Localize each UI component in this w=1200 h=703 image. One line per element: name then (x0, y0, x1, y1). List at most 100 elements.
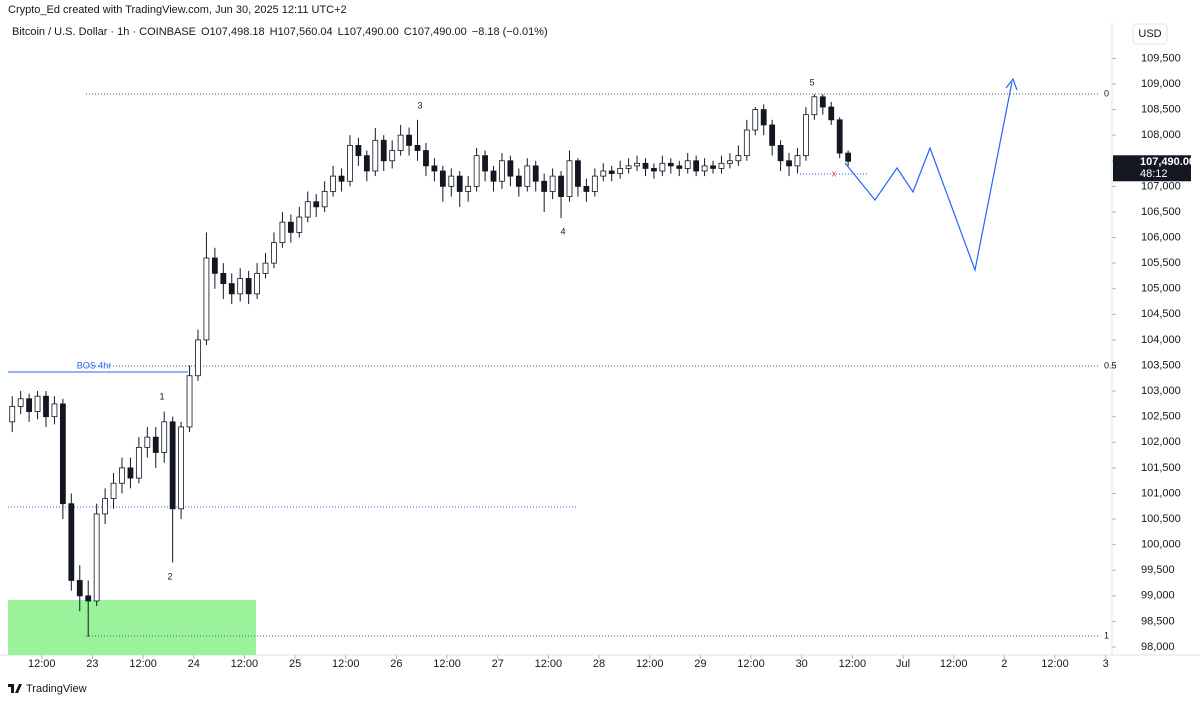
demand-zone (8, 600, 256, 655)
candle-body (431, 165, 438, 172)
ohlc-value: −8.18 (−0.01%) (472, 26, 548, 38)
candle-body (710, 165, 716, 169)
candle-body (803, 114, 809, 157)
candle-body (85, 595, 92, 602)
candle-body (752, 109, 759, 131)
x-tick-label: 27 (492, 658, 504, 670)
fib-label: 0.5 (1104, 360, 1117, 370)
candle-body (17, 398, 24, 407)
candle-body (769, 124, 776, 146)
x-tick-label: 30 (796, 658, 808, 670)
x-tick-label: 12:00 (839, 658, 867, 670)
candle-body (439, 170, 446, 187)
x-tick-label: 12:00 (28, 658, 56, 670)
x-tick-label: 12:00 (1041, 658, 1069, 670)
candle-body (507, 160, 514, 177)
x-tick-label: 12:00 (332, 658, 360, 670)
x-tick-label: 12:00 (940, 658, 968, 670)
candle-body (9, 406, 16, 423)
currency-box[interactable] (1132, 23, 1168, 45)
candle-body (651, 168, 657, 172)
bos-label: BOS 4hr (77, 360, 112, 370)
y-tick-label: 107,000 (1141, 180, 1181, 192)
x-tick-label: 29 (694, 658, 706, 670)
candle-body (245, 278, 252, 295)
y-tick-label: 102,500 (1141, 411, 1181, 423)
candle-body (659, 162, 666, 172)
candle-body (102, 498, 109, 515)
candle-body (591, 175, 598, 192)
candle-body (195, 339, 201, 377)
candle-body (363, 155, 370, 172)
y-tick-label: 103,000 (1141, 385, 1181, 397)
ohlc-value: O107,498.18 (201, 26, 265, 38)
candle-body (76, 580, 83, 597)
candle-body (634, 162, 640, 167)
candle-body (777, 145, 784, 162)
candle-body (811, 96, 818, 116)
candle-body (549, 175, 556, 192)
x-tick-label: 12:00 (636, 658, 664, 670)
candle-body (372, 139, 379, 172)
candle-body (693, 160, 700, 172)
y-tick-label: 101,000 (1141, 487, 1181, 499)
wave-label: 1 (159, 391, 164, 401)
x-tick-label: 12:00 (737, 658, 765, 670)
y-tick-label: 109,500 (1141, 52, 1181, 64)
fib-label: 0 (1104, 88, 1109, 98)
y-tick-label: 104,000 (1141, 334, 1181, 346)
y-tick-label: 100,000 (1141, 539, 1181, 551)
candle-body (127, 467, 134, 479)
candle-body (845, 152, 852, 162)
y-tick-label: 108,000 (1141, 129, 1181, 141)
candle-body (186, 375, 193, 428)
candle-body (68, 503, 75, 581)
candle-body (482, 155, 488, 172)
candle-body (34, 395, 41, 412)
candle-body (135, 446, 142, 479)
brand-logo (8, 684, 22, 693)
candle-body (667, 162, 674, 167)
candle-body (93, 513, 100, 602)
y-tick-label: 100,500 (1141, 513, 1181, 525)
candle-body (178, 426, 184, 510)
candle-body (794, 155, 801, 167)
candle-body (220, 272, 227, 285)
x-tick-label: 24 (188, 658, 200, 670)
x-tick-label: 25 (289, 658, 301, 670)
y-tick-label: 99,000 (1141, 590, 1175, 602)
candle-body (558, 175, 564, 197)
candle-body (490, 170, 497, 182)
candle-body (583, 185, 590, 192)
candle-body (169, 421, 176, 510)
x-tick-label: 2 (1001, 658, 1007, 670)
candle-body (642, 162, 649, 169)
candle-body (625, 165, 632, 169)
candle-body (600, 170, 607, 177)
candle-body (743, 129, 750, 157)
candle-body (347, 145, 353, 182)
candle-body (144, 436, 151, 448)
candle-body (515, 175, 522, 187)
y-tick-label: 106,000 (1141, 231, 1181, 243)
ohlc-value: C107,490.00 (404, 26, 467, 38)
y-tick-label: 98,000 (1141, 641, 1175, 653)
candle-body (355, 145, 362, 157)
credit: Crypto_Ed created with TradingView.com, … (8, 4, 347, 16)
candle-body (203, 257, 210, 341)
candle-body (279, 221, 286, 244)
candle-body (735, 155, 742, 162)
candle-body (304, 201, 311, 218)
candle-body (296, 216, 303, 233)
candle-body (152, 436, 159, 453)
candle-body (541, 180, 548, 192)
candle-body (313, 201, 320, 208)
x-tick-label: 12:00 (535, 658, 563, 670)
x-tick-label: 3 (1103, 658, 1109, 670)
candle-body (237, 278, 244, 295)
candle-body (532, 165, 539, 182)
wave-label: 2 (167, 571, 172, 581)
y-tick-label: 106,500 (1141, 206, 1181, 218)
candle-body (676, 165, 683, 169)
